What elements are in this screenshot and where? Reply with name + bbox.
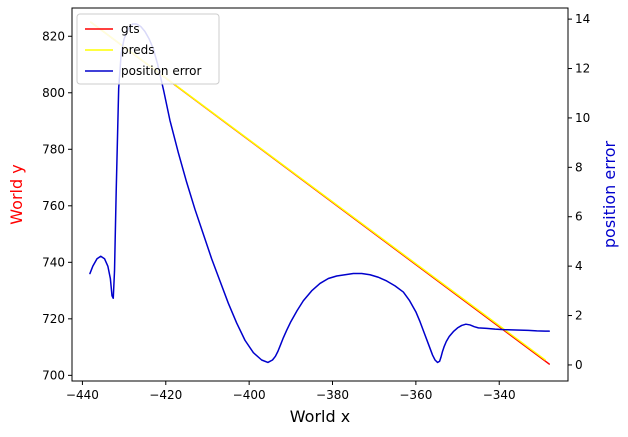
left-y-tick-label: 800 <box>42 86 65 100</box>
right-y-tick-label: 12 <box>575 62 590 76</box>
left-y-axis-title: World y <box>7 164 26 224</box>
legend-box <box>76 13 220 85</box>
legend: gts preds position error <box>76 13 220 85</box>
plot-frame <box>71 7 569 382</box>
left-y-tick-label: 700 <box>42 368 65 382</box>
left-y-tick-label: 760 <box>42 199 65 213</box>
x-tick-label: −420 <box>149 388 182 402</box>
legend-label-position-error: position error <box>121 64 201 78</box>
legend-label-preds: preds <box>121 43 155 57</box>
left-y-tick-label: 720 <box>42 312 65 326</box>
x-tick-label: −360 <box>399 388 432 402</box>
right-y-tick-label: 14 <box>575 12 590 26</box>
axes-layer: −440 −420 −400 −380 −360 −340 700 720 740 760 780 8… <box>42 7 590 402</box>
right-y-tick-label: 10 <box>575 111 590 125</box>
x-tick-label: −400 <box>233 388 266 402</box>
x-axis-title: World x <box>290 407 350 426</box>
right-y-tick-label: 8 <box>575 160 583 174</box>
x-tick-label: −380 <box>316 388 349 402</box>
x-tick-label: −440 <box>66 388 99 402</box>
legend-label-gts: gts <box>121 22 140 36</box>
right-y-tick-label: 4 <box>575 259 583 273</box>
x-tick-label: −340 <box>483 388 516 402</box>
right-y-axis-title: position error <box>600 140 619 248</box>
right-y-tick-label: 6 <box>575 210 583 224</box>
left-y-tick-label: 740 <box>42 255 65 269</box>
right-y-tick-label: 0 <box>575 358 583 372</box>
right-y-tick-label: 2 <box>575 309 583 323</box>
left-y-tick-label: 780 <box>42 142 65 156</box>
left-y-tick-label: 820 <box>42 29 65 43</box>
